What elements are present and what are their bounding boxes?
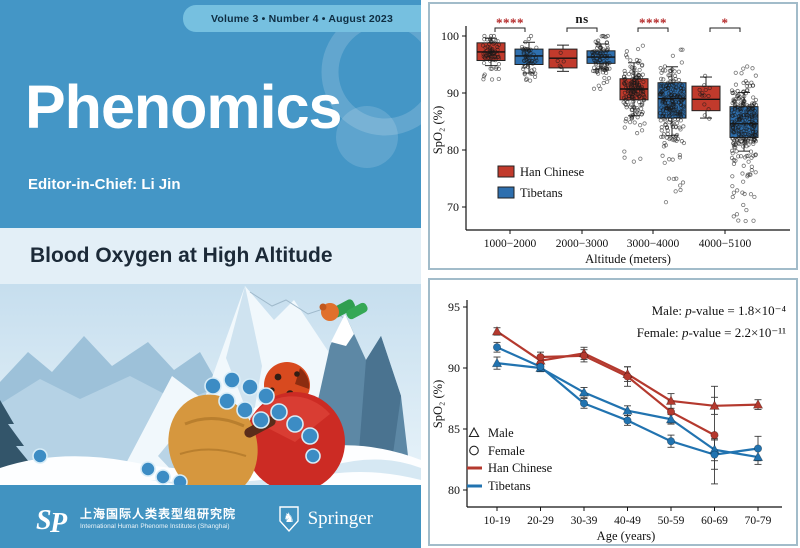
journal-cover: Volume 3 • Number 4 • August 2023 Phenom… <box>0 0 421 548</box>
svg-text:Tibetans: Tibetans <box>520 186 563 200</box>
p-value-annotations: Male: p-value = 1.8×10⁻⁴ Female: p-value … <box>637 303 787 340</box>
legend: Han Chinese Tibetans <box>497 165 585 200</box>
svg-text:S: S <box>36 505 52 536</box>
svg-text:95: 95 <box>448 300 460 314</box>
svg-text:Male: Male <box>488 426 514 440</box>
publisher-name: Springer <box>307 508 373 529</box>
boxes <box>476 37 759 152</box>
svg-text:SpO₂ (%): SpO₂ (%) <box>431 380 445 428</box>
volume-strip: Volume 3 • Number 4 • August 2023 <box>183 5 421 32</box>
springer-knight-icon: ♞ <box>278 506 299 533</box>
svg-text:70-79: 70-79 <box>745 515 772 527</box>
snow-shading <box>150 459 421 487</box>
svg-text:10-19: 10-19 <box>484 515 511 527</box>
svg-text:Female: Female <box>488 444 525 458</box>
svg-text:20-29: 20-29 <box>527 515 554 527</box>
scene-bottom-strip <box>0 485 421 490</box>
series-markers <box>491 325 764 462</box>
svg-text:♞: ♞ <box>283 510 295 525</box>
svg-text:P: P <box>49 508 68 537</box>
svg-text:Age (years): Age (years) <box>597 529 656 543</box>
svg-text:Female: p-value = 2.2×10⁻¹¹: Female: p-value = 2.2×10⁻¹¹ <box>637 325 786 340</box>
svg-text:Tibetans: Tibetans <box>488 479 531 493</box>
svg-text:50-59: 50-59 <box>658 515 685 527</box>
right-peak-snowcap <box>331 314 354 346</box>
institute-logo: S P <box>36 505 68 537</box>
svg-text:Han Chinese: Han Chinese <box>488 461 553 475</box>
svg-text:****: **** <box>639 15 667 30</box>
svg-text:30-39: 30-39 <box>571 515 598 527</box>
svg-text:1000−2000: 1000−2000 <box>484 238 537 250</box>
editor-line: Editor-in-Chief: Li Jin <box>28 176 181 193</box>
boxplot-panel: 70 80 90 100 SpO₂ (%) 1000−2000 2000−3000 3000−… <box>428 2 798 270</box>
issue-title: Blood Oxygen at High Altitude <box>30 244 333 267</box>
svg-text:90: 90 <box>448 361 460 375</box>
oxygen-bubbles <box>32 371 321 490</box>
axes: 70 80 90 100 SpO₂ (%) 1000−2000 2000−3000 3000−… <box>431 26 790 266</box>
volume-line: Volume 3 • Number 4 • August 2023 <box>211 12 393 25</box>
institute-name-cn: 上海国际人类表型组研究院 <box>80 507 237 521</box>
svg-text:****: **** <box>496 15 524 30</box>
svg-text:100: 100 <box>441 29 459 43</box>
linechart-panel: 80 85 90 95 SpO₂ (%) 10-19 20-29 30-39 40-49 50-5… <box>428 278 798 546</box>
institute-text: 上海国际人类表型组研究院 International Human Phenome… <box>80 507 237 531</box>
svg-text:Han Chinese: Han Chinese <box>520 165 585 179</box>
svg-text:Altitude (meters): Altitude (meters) <box>585 252 671 266</box>
legend: Male Female Han Chinese Tibetans <box>467 426 553 493</box>
svg-text:4000−5100: 4000−5100 <box>699 238 752 250</box>
axes: 80 85 90 95 SpO₂ (%) 10-19 20-29 30-39 40-49 50-5… <box>431 300 782 543</box>
svg-text:Male: p-value = 1.8×10⁻⁴: Male: p-value = 1.8×10⁻⁴ <box>652 303 787 318</box>
svg-text:85: 85 <box>448 422 460 436</box>
journal-title: Phenomics <box>25 73 342 141</box>
spo2-age-linechart: 80 85 90 95 SpO₂ (%) 10-19 20-29 30-39 40-49 50-5… <box>431 300 787 543</box>
svg-text:40-49: 40-49 <box>614 515 641 527</box>
svg-text:80: 80 <box>448 483 460 497</box>
issue-title-band: Blood Oxygen at High Altitude <box>0 228 421 284</box>
svg-text:60-69: 60-69 <box>701 515 728 527</box>
publisher-block: ♞ Springer <box>277 505 373 533</box>
climber-with-oxygen-tank <box>319 299 368 321</box>
svg-text:3000−4000: 3000−4000 <box>627 238 680 250</box>
svg-text:ns: ns <box>575 11 588 26</box>
svg-text:90: 90 <box>447 86 459 100</box>
svg-text:*: * <box>722 15 729 30</box>
cover-footer: S P 上海国际人类表型组研究院 International Human Phe… <box>0 490 421 548</box>
cover-illustration <box>0 284 421 490</box>
significance-brackets: **** ns **** * <box>494 11 741 32</box>
series-lines <box>496 330 759 459</box>
svg-text:80: 80 <box>447 143 459 157</box>
svg-text:2000−3000: 2000−3000 <box>556 238 609 250</box>
svg-text:SpO₂ (%): SpO₂ (%) <box>431 106 445 154</box>
cover-header: Volume 3 • Number 4 • August 2023 Phenom… <box>0 0 421 228</box>
spo2-altitude-boxplot: 70 80 90 100 SpO₂ (%) 1000−2000 2000−3000 3000−… <box>431 11 790 266</box>
svg-text:70: 70 <box>447 200 459 214</box>
institute-name-en: International Human Phenome Institutes (… <box>80 523 230 530</box>
jitter-points <box>480 33 759 224</box>
